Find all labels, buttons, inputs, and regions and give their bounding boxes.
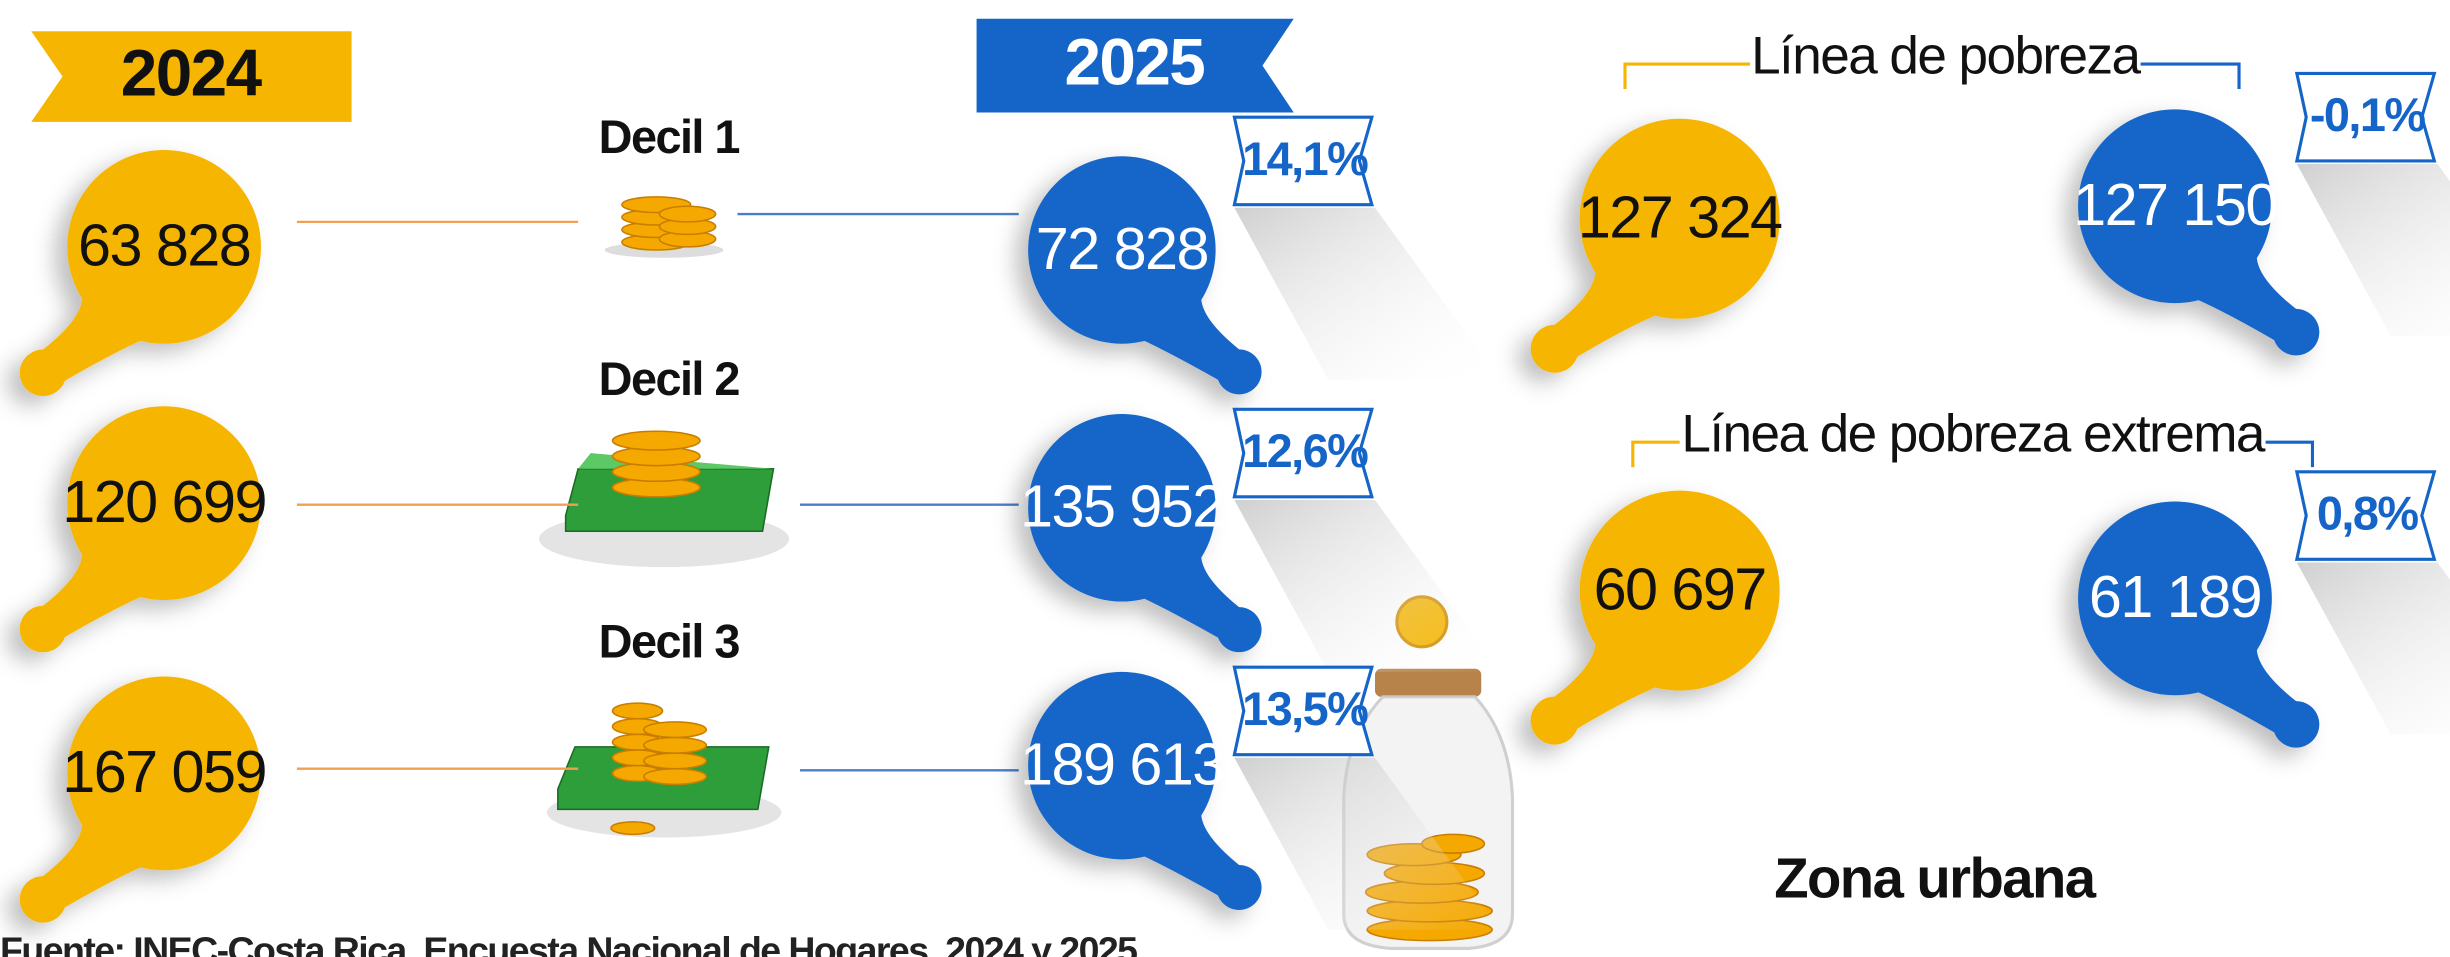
bubble-value: 61 189 <box>2089 563 2261 630</box>
decile-label: Decil 1 <box>599 111 740 163</box>
drop-tip <box>1530 324 1579 373</box>
drop-tip <box>1216 864 1262 910</box>
drop-tail <box>1554 635 1660 736</box>
bubble-value: 189 613 <box>1020 730 1224 797</box>
badge-shadow <box>1234 757 1500 930</box>
change-value: 14,1% <box>1242 133 1368 185</box>
drop-body <box>1579 490 1780 691</box>
year-2024: 2024 <box>121 36 263 109</box>
badge-shadow <box>1234 207 1500 380</box>
drop-body <box>1028 671 1216 860</box>
bubble-value: 127 150 <box>2073 171 2277 238</box>
money-icon <box>539 430 790 568</box>
drop-tail <box>2194 249 2297 347</box>
badge-shadow <box>2296 164 2450 336</box>
source-note: Fuente: INEC-Costa Rica. Encuesta Nacion… <box>0 929 1145 957</box>
year-2025: 2025 <box>1065 26 1205 99</box>
ribbon-2024 <box>31 31 352 122</box>
drop-body <box>1028 414 1216 602</box>
drop-tail <box>43 546 145 643</box>
zone-label: Zona urbana <box>1774 847 2097 910</box>
decile-label: Decil 3 <box>599 616 740 668</box>
drop-tail <box>1140 292 1240 386</box>
change-badge <box>2294 71 2437 163</box>
poverty-line-title: Línea de pobreza <box>1751 26 2141 85</box>
drop-body <box>2078 109 2272 304</box>
drop-tip <box>19 876 67 923</box>
drop-bubble <box>1028 671 1262 910</box>
drop-tip <box>19 349 67 397</box>
drop-body <box>2078 501 2272 696</box>
drop-tail <box>1140 549 1240 644</box>
drop-bubble <box>19 676 261 923</box>
decile-label: Decil 2 <box>599 353 740 405</box>
change-badge <box>2294 470 2437 561</box>
bracket-2025 <box>2140 62 2241 90</box>
poverty-line-title: Línea de pobreza extrema <box>1681 405 2266 464</box>
change-badge <box>1232 665 1374 757</box>
bubble-value: 120 699 <box>62 468 266 535</box>
drop-bubble <box>1530 118 1780 373</box>
drop-body <box>67 149 261 344</box>
drop-body <box>67 406 261 600</box>
drop-tail <box>2194 642 2297 739</box>
badge-shadow <box>1234 499 1500 672</box>
drop-bubble <box>19 406 261 653</box>
drop-body <box>1028 156 1216 344</box>
change-value: 13,5% <box>1242 683 1368 735</box>
drop-bubble <box>1028 156 1262 395</box>
drop-body <box>1579 118 1780 319</box>
change-badge <box>1232 407 1374 499</box>
drop-tail <box>1140 807 1240 901</box>
bracket-2024 <box>1631 440 1680 468</box>
bubble-value: 60 697 <box>1594 555 1766 622</box>
bubble-value: 167 059 <box>62 738 266 805</box>
drop-tip <box>1216 349 1262 395</box>
drop-tip <box>2272 308 2320 356</box>
bracket-2025 <box>2265 440 2315 468</box>
drop-tail <box>1554 263 1660 364</box>
drop-bubble <box>1028 414 1262 653</box>
drop-bubble <box>2078 109 2320 356</box>
drop-tip <box>2272 701 2320 748</box>
drop-tail <box>43 290 145 387</box>
badge-shadow <box>2296 562 2450 735</box>
drop-bubble <box>19 149 261 397</box>
ribbon-2025 <box>976 18 1294 113</box>
drop-tip <box>19 605 67 653</box>
change-badge <box>1232 115 1374 207</box>
bubble-value: 135 952 <box>1020 473 1224 540</box>
change-value: 0,8% <box>2317 488 2418 540</box>
bubble-value: 127 324 <box>1578 184 1782 251</box>
bubble-value: 63 828 <box>78 212 250 279</box>
bubble-value: 72 828 <box>1036 215 1208 282</box>
money-coins-icon <box>546 702 782 838</box>
drop-tip <box>1530 696 1579 745</box>
change-value: -0,1% <box>2310 89 2425 141</box>
drop-bubble <box>2078 501 2320 748</box>
drop-bubble <box>1530 490 1780 745</box>
coins-icon <box>604 196 724 258</box>
drop-tip <box>1216 607 1262 653</box>
drop-body <box>67 676 261 871</box>
bracket-2024 <box>1623 62 1750 90</box>
change-value: 12,6% <box>1242 425 1368 477</box>
drop-tail <box>43 817 145 914</box>
